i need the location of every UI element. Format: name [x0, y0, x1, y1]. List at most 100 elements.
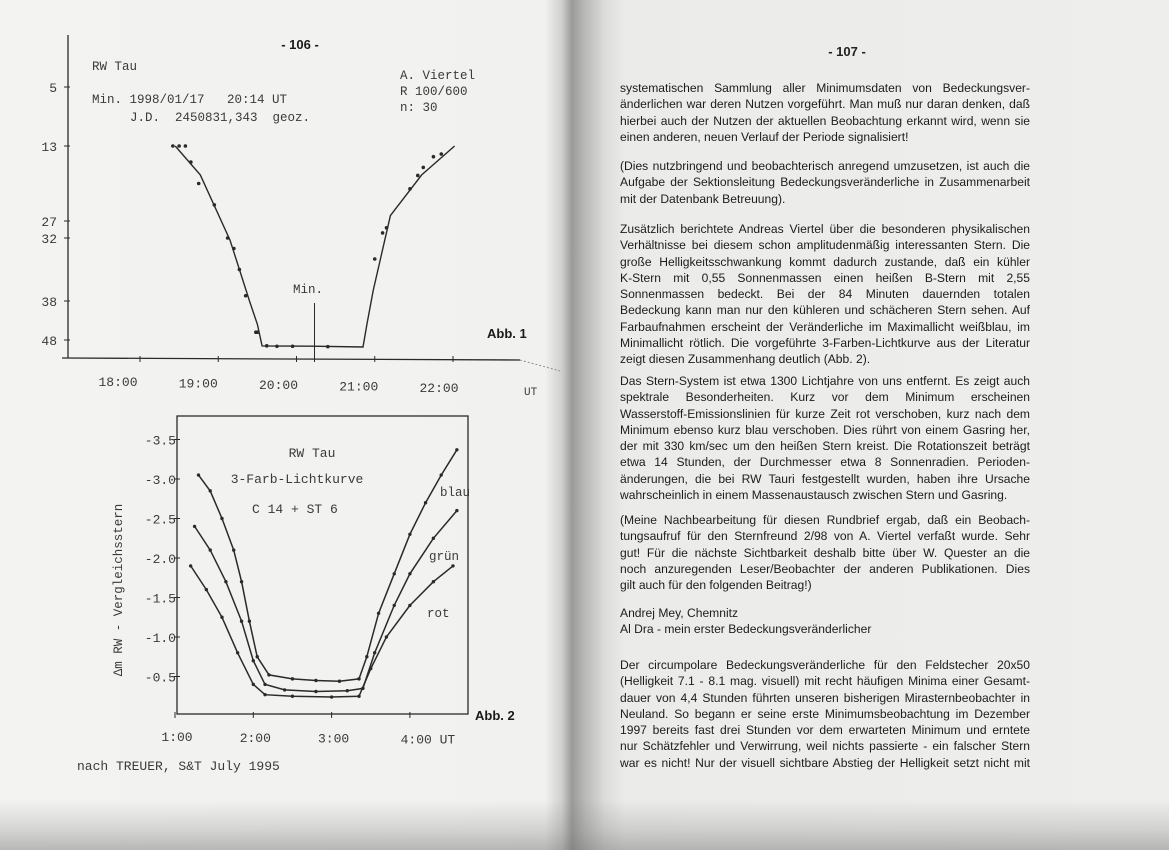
data-point: [357, 677, 361, 681]
observation-point: [290, 344, 295, 349]
text-line: Minimum ebenso kurz blau verschoben. Die…: [620, 422, 1030, 437]
fig1-star-label: RW Tau: [92, 60, 137, 74]
text-line: dauer von 4,4 Stunden führten unseren bi…: [620, 690, 1030, 705]
text-line: noch anzuregenden Leser/Beobachter der a…: [620, 561, 1030, 576]
text-line: tungsaufruf für den Sternfreund 2/98 von…: [620, 529, 1030, 544]
observation-point: [275, 344, 279, 349]
text-line: war es nicht! Nur der visuell sichtbare …: [620, 755, 1030, 770]
y-tick-label: 48: [41, 334, 57, 349]
paragraph: Das Stern-System ist etwa 1300 Lichtjahr…: [620, 373, 1030, 503]
text-line: systematischen Sammlung aller Minimumsda…: [620, 81, 1030, 95]
data-point: [239, 580, 244, 584]
data-point: [345, 689, 349, 693]
data-point: [372, 651, 377, 655]
text-line: zeigt diesen Zusammenhang deutlich (Abb.…: [620, 352, 871, 367]
observation-point: [177, 144, 181, 148]
text-line: Aufgabe der Sektionsleitung Bedeckungsve…: [620, 175, 1030, 190]
data-point: [408, 603, 412, 608]
observation-point: [439, 152, 444, 156]
observation-point: [232, 246, 236, 251]
text-line: wahrscheinlich in einem Massenaustausch …: [620, 488, 1008, 503]
data-point: [329, 695, 334, 699]
fig1-caption: Abb. 1: [487, 326, 527, 341]
data-point: [224, 580, 228, 584]
paragraph: systematischen Sammlung aller Minimumsda…: [620, 80, 1030, 145]
data-point: [392, 603, 396, 608]
text-line: Zusätzlich berichtete Andreas Viertel üb…: [620, 222, 1030, 236]
plot-frame: [176, 415, 469, 715]
y-tick-label: -1.5: [145, 592, 176, 607]
text-line: gilt auch für den folgenden Beitrag!): [620, 578, 812, 593]
data-point: [314, 678, 318, 683]
fig2-y-axis-label: Δm RW - Vergleichsstern: [112, 504, 126, 677]
text-line: (Helligkeit 7.1 - 8.1 mag. visuell) mit …: [620, 674, 1030, 689]
data-point: [263, 692, 267, 697]
data-point: [232, 548, 236, 552]
text-line: Verhältnisse bei diesem schon amplituden…: [620, 238, 1030, 253]
y-tick-label: 32: [41, 232, 57, 247]
fig1-instrument: R 100/600: [400, 85, 468, 99]
observation-point: [212, 203, 217, 207]
fig2-series-label-gruen: grün: [429, 550, 459, 564]
observation-point: [225, 236, 230, 240]
x-tick-label: 18:00: [98, 375, 137, 390]
fig1-min-marker-label: Min.: [293, 283, 323, 297]
y-tick-label: 27: [41, 215, 57, 230]
data-point: [455, 508, 459, 513]
data-point: [376, 611, 381, 615]
data-point: [431, 536, 436, 540]
data-point: [220, 516, 224, 521]
page-number-left: - 106 -: [281, 37, 319, 52]
fit-curve: [174, 145, 456, 348]
data-point: [220, 615, 224, 619]
text-line: Bedeckung kann man nur den kühleren und …: [620, 303, 1030, 318]
text-line: Das Stern-System ist etwa 1300 Lichtjahr…: [620, 374, 1030, 388]
data-point: [290, 694, 295, 698]
data-point: [357, 694, 361, 698]
text-line: Sonnenmassen bedeckt. Bei der 84 Minuten…: [620, 287, 1030, 302]
observation-point: [237, 267, 242, 272]
data-point: [439, 473, 443, 477]
y-tick-label: -3.0: [145, 473, 176, 488]
y-tick-label: 38: [41, 295, 57, 310]
text-line: mit der Datenbank Betreuung).: [620, 191, 786, 206]
observation-point: [183, 144, 188, 148]
observation-point: [380, 231, 385, 235]
data-point: [423, 501, 428, 505]
text-line: änderlichen war deren Nutzen vorgeführt.…: [620, 97, 1030, 112]
page-bottom-shadow: [0, 800, 1169, 850]
text-line: spektrale Besonderheiten. Kurz vor dem M…: [620, 390, 1030, 405]
text-line: große Helligkeitsschwankung kommt dadurc…: [620, 254, 1030, 269]
observation-point: [372, 257, 377, 261]
fig2-series-label-rot: rot: [427, 607, 450, 621]
text-line: Farbaufnahmen erscheint der Veränderlich…: [620, 319, 1030, 334]
observation-point: [408, 187, 412, 191]
x-tick-label: 1:00: [161, 730, 192, 745]
text-line: Minimallicht rötlich. Die vorgeführte 3-…: [620, 336, 1030, 351]
observation-point: [421, 165, 426, 170]
fig2-subtitle: 3-Farb-Lichtkurve: [231, 472, 364, 487]
series-line-1: [193, 510, 458, 693]
text-line: nur Schätzfehler und Verwirrung, weil ni…: [620, 739, 1030, 754]
observation-point: [196, 181, 201, 186]
data-point: [204, 587, 209, 592]
data-point: [208, 489, 212, 493]
y-tick-label: -3.5: [145, 434, 176, 449]
y-tick-label: -0.5: [145, 671, 176, 686]
data-point: [247, 619, 252, 623]
data-point: [251, 659, 255, 663]
data-point: [369, 666, 373, 671]
data-point: [408, 532, 412, 536]
text-line: Wasserstoff-Emissionslinien für kurze Ze…: [620, 406, 1030, 421]
text-line: einen anderen, neuen Verlauf der Periode…: [620, 129, 909, 144]
observation-point: [431, 154, 436, 159]
data-point: [188, 564, 193, 568]
x-tick-label: 4:00 UT: [401, 732, 456, 747]
observation-point: [264, 344, 269, 348]
text-line: Andrej Mey, Chemnitz: [620, 606, 739, 620]
text-line: 1997 bereits fast drei Stunden vor dem e…: [620, 723, 1030, 738]
x-axis: [61, 357, 521, 361]
data-point: [408, 572, 412, 576]
text-line: hierbei auch der Nutzen der aktuellen Be…: [620, 113, 1030, 128]
fig2-annotation: C 14 + ST 6: [252, 502, 338, 517]
